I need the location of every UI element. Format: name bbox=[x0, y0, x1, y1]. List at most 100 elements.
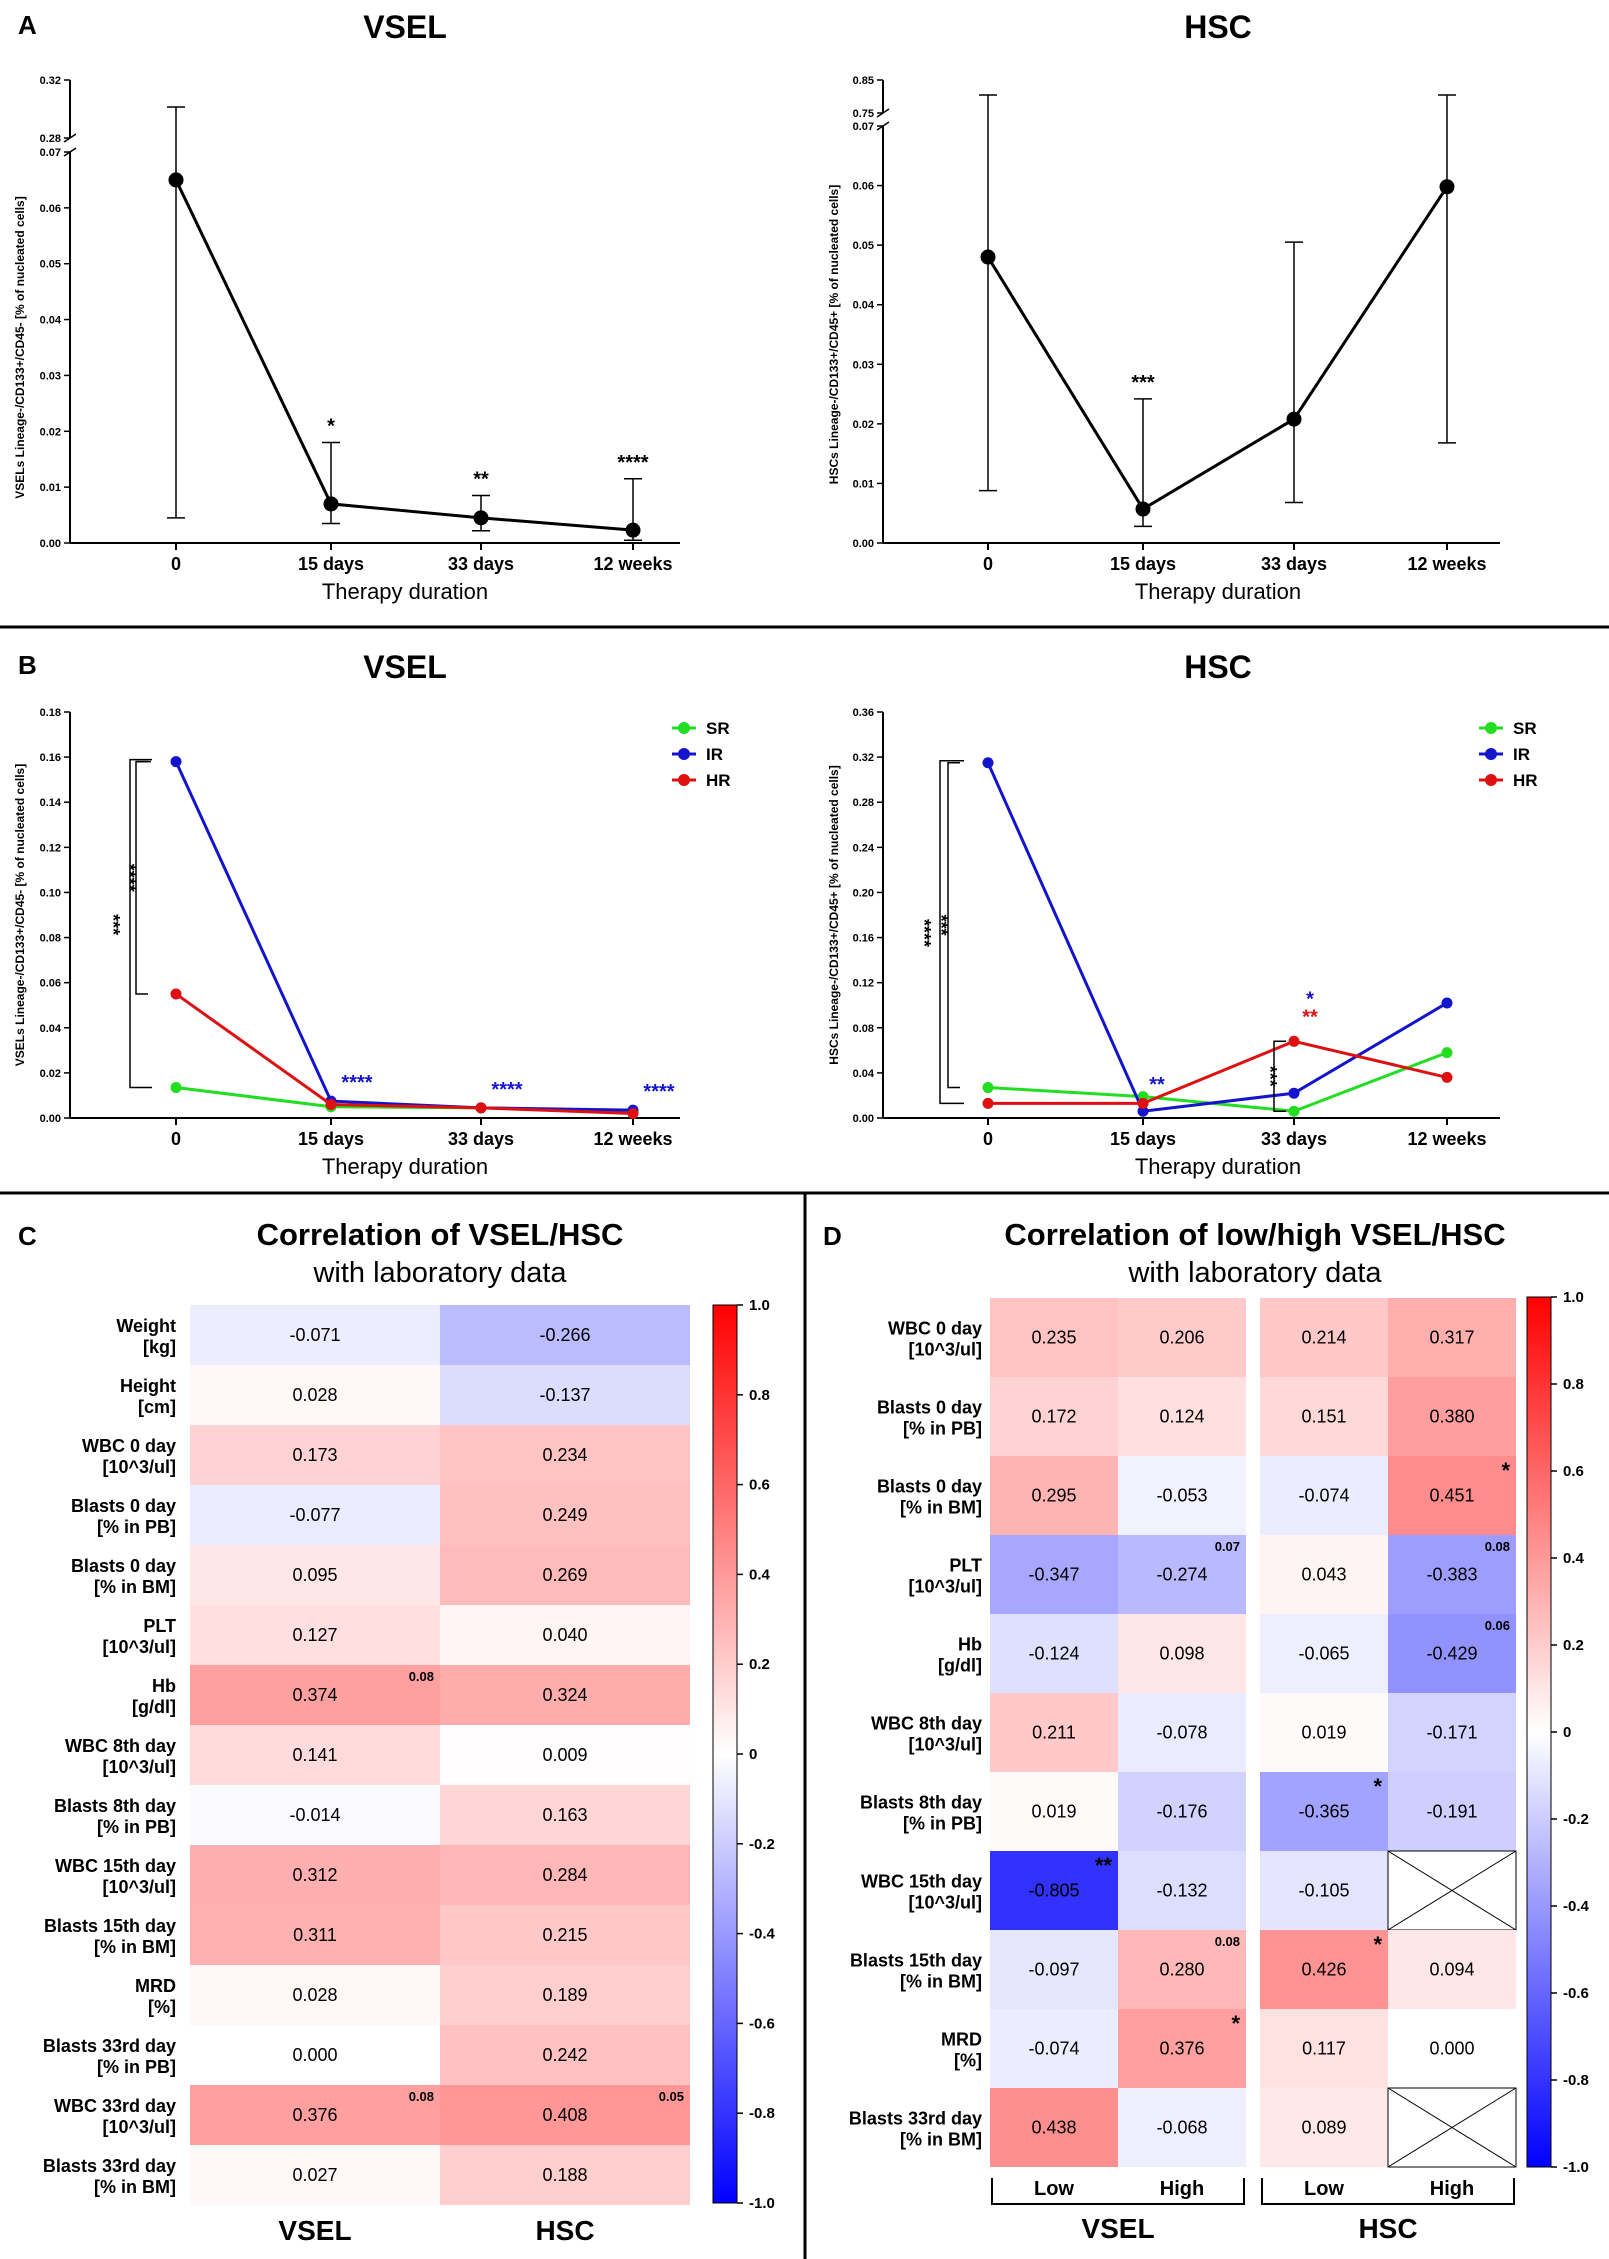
heatmap-cell bbox=[990, 1456, 1118, 1535]
cell-annotation: 0.08 bbox=[1485, 1539, 1510, 1554]
data-point-hr bbox=[170, 988, 182, 1000]
significance-marker: **** bbox=[643, 1081, 674, 1103]
colorbar-tick-label: -1.0 bbox=[749, 2195, 775, 2212]
row-label-unit: [10^3/ul] bbox=[102, 1637, 176, 1657]
data-point-sr bbox=[170, 1082, 182, 1094]
empty-cell-cross bbox=[1387, 2087, 1517, 2168]
column-group-label: HSC bbox=[1358, 2213, 1417, 2244]
row-label-unit: [% in PB] bbox=[97, 2057, 176, 2077]
cell-value: -0.365 bbox=[1298, 1802, 1349, 1822]
chart-title: HSC bbox=[1184, 649, 1252, 685]
panel-label-b: B bbox=[18, 650, 37, 680]
heatmap-cell bbox=[990, 1535, 1118, 1614]
data-point-ir bbox=[170, 756, 182, 768]
heatmap-cell bbox=[1260, 1377, 1388, 1456]
column-group-label: VSEL bbox=[1081, 2213, 1154, 2244]
bracket-ir-hr bbox=[939, 760, 964, 1105]
panel-d-heatmap: Correlation of low/high VSEL/HSC with la… bbox=[849, 1217, 1590, 2244]
cell-value: 0.089 bbox=[1301, 2118, 1346, 2138]
heatmap-cell bbox=[990, 1851, 1118, 1930]
cell-value: 0.117 bbox=[1302, 2039, 1346, 2059]
row-label: Blasts 15th day bbox=[850, 1951, 982, 1971]
column-label: High bbox=[1430, 2178, 1474, 2200]
bracket-label: *** bbox=[103, 914, 123, 935]
cell-value: -0.053 bbox=[1156, 1486, 1207, 1506]
y-tick-label: 0.08 bbox=[853, 1023, 874, 1035]
cell-annotation: 0.07 bbox=[1215, 1539, 1240, 1554]
row-label-unit: [10^3/ul] bbox=[102, 1877, 176, 1897]
y-tick-label: 0.00 bbox=[40, 1113, 61, 1125]
colorbar-tick-label: -0.4 bbox=[1563, 1898, 1590, 1915]
cell-value: -0.074 bbox=[1298, 1486, 1349, 1506]
row-label: Blasts 0 day bbox=[877, 1398, 982, 1418]
heatmap-cell bbox=[1118, 1377, 1246, 1456]
heatmap-cell bbox=[440, 2025, 690, 2085]
heatmap-cell bbox=[190, 2085, 440, 2145]
data-point bbox=[980, 249, 996, 265]
heatmap-cell bbox=[1260, 1851, 1388, 1930]
row-label: Weight bbox=[116, 1316, 176, 1336]
y-tick-label: 0.03 bbox=[40, 370, 61, 382]
row-label-unit: [% in BM] bbox=[94, 1577, 176, 1597]
cell-value: 0.408 bbox=[542, 2105, 587, 2125]
cell-value: -0.137 bbox=[539, 1385, 590, 1405]
heatmap-cell bbox=[1260, 1298, 1388, 1377]
cell-annotation: * bbox=[1231, 2011, 1240, 2036]
heatmap-cell bbox=[1118, 1614, 1246, 1693]
significance-marker: ** bbox=[473, 469, 489, 491]
legend-label: SR bbox=[1513, 719, 1537, 738]
row-label-unit: [10^3/ul] bbox=[908, 1893, 982, 1913]
cell-value: 0.380 bbox=[1429, 1407, 1474, 1427]
row-label-unit: [% in PB] bbox=[97, 1517, 176, 1537]
heatmap-cell bbox=[1260, 2009, 1388, 2088]
cell-value: 0.376 bbox=[292, 2105, 337, 2125]
y-axis-break-mark bbox=[63, 147, 77, 157]
colorbar-tick-label: 0.4 bbox=[1563, 1550, 1585, 1567]
x-tick-label: 0 bbox=[983, 554, 993, 574]
cell-value: 0.098 bbox=[1159, 1644, 1204, 1664]
legend-label: IR bbox=[706, 745, 723, 764]
row-label-unit: [kg] bbox=[143, 1337, 176, 1357]
y-tick-label: 0.03 bbox=[853, 359, 874, 371]
cell-value: -0.071 bbox=[289, 1325, 340, 1345]
heatmap-cell bbox=[440, 1665, 690, 1725]
data-point bbox=[323, 496, 339, 512]
chart-title: VSEL bbox=[363, 649, 447, 685]
cell-value: 0.242 bbox=[542, 2045, 587, 2065]
cell-value: -0.014 bbox=[289, 1805, 340, 1825]
cell-value: 0.009 bbox=[542, 1745, 587, 1765]
row-label-unit: [10^3/ul] bbox=[908, 1577, 982, 1597]
data-point-sr bbox=[982, 1082, 994, 1094]
heatmap-cell bbox=[440, 1965, 690, 2025]
cell-value: -0.429 bbox=[1426, 1644, 1477, 1664]
cell-value: 0.094 bbox=[1429, 1960, 1474, 1980]
y-tick-label: 0.12 bbox=[853, 978, 874, 990]
colorbar-tick-label: 0.6 bbox=[749, 1477, 770, 1494]
series-line bbox=[986, 185, 1449, 512]
cell-value: 0.249 bbox=[542, 1505, 587, 1525]
heatmap-cell bbox=[440, 1785, 690, 1845]
series-line-hr bbox=[988, 1039, 1448, 1105]
cell-annotation: 0.06 bbox=[1485, 1618, 1510, 1633]
x-axis-label: Therapy duration bbox=[322, 579, 488, 604]
x-axis-label: Therapy duration bbox=[322, 1154, 488, 1179]
y-axis-label: VSELs Lineage-/CD133+/CD45- [% of nuclea… bbox=[13, 764, 27, 1066]
y-tick-label: 0.00 bbox=[853, 538, 874, 550]
colorbar-tick-label: 0.8 bbox=[1563, 1376, 1584, 1393]
y-axis-break-mark bbox=[876, 121, 890, 131]
cell-value: 0.374 bbox=[292, 1685, 337, 1705]
colorbar-tick-label: 0 bbox=[749, 1746, 757, 1763]
bracket-label: *** bbox=[931, 915, 951, 936]
colorbar-tick-label: -0.8 bbox=[1563, 2072, 1589, 2089]
row-label: Blasts 33rd day bbox=[849, 2109, 982, 2129]
cell-value: 0.000 bbox=[1429, 2039, 1474, 2059]
legend-label: SR bbox=[706, 719, 730, 738]
series-line-ir bbox=[986, 762, 1448, 1113]
heatmap-cell bbox=[190, 1605, 440, 1665]
cell-annotation: 0.05 bbox=[659, 2089, 684, 2104]
heatmap-cell bbox=[190, 1785, 440, 1845]
row-label: Hb bbox=[958, 1635, 982, 1655]
y-axis-label: HSCs Lineage-/CD133+/CD45+ [% of nucleat… bbox=[827, 765, 841, 1064]
row-label: Blasts 0 day bbox=[71, 1496, 176, 1516]
panel-c-title: Correlation of VSEL/HSC bbox=[257, 1217, 624, 1252]
